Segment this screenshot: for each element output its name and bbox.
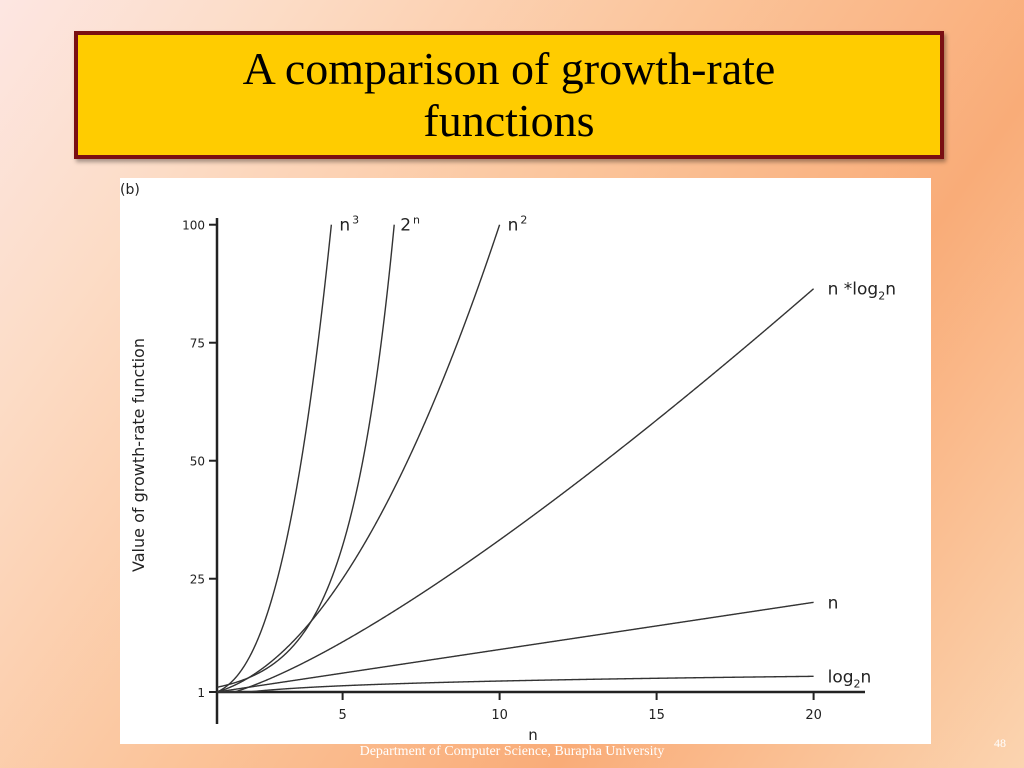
series-label-log2: log2n (828, 667, 872, 690)
y-tick-label: 75 (190, 337, 205, 351)
y-tick-label: 1 (197, 686, 205, 700)
series-lines (216, 224, 815, 693)
series-line-log2 (217, 675, 814, 693)
page-number: 48 (994, 736, 1006, 750)
panel-label: (b) (120, 182, 140, 198)
series-label-linear: n (828, 593, 839, 613)
series-line-cube (216, 224, 333, 693)
series-labels: 2 n n 3 n 2 n *log2n n log2n (339, 214, 896, 691)
series-label-nlogn: n *log2n (828, 280, 896, 303)
growth-rate-chart: (b) Value of growth-rate function n 1 25 5… (120, 182, 896, 744)
title-box: A comparison of growth-rate functions (74, 31, 944, 159)
axis-ticks: 1 25 50 75 100 5 10 15 20 (182, 219, 822, 723)
slide-title: A comparison of growth-rate functions (242, 43, 776, 146)
series-line-square (216, 224, 501, 693)
series-line-nlogn (217, 288, 815, 693)
footer-text: Department of Computer Science, Burapha … (359, 744, 665, 759)
y-tick-label: 100 (182, 219, 205, 233)
x-axis-title: n (528, 726, 538, 744)
series-line-pow2 (216, 224, 395, 688)
series-line-linear (216, 601, 814, 693)
x-tick-label: 10 (491, 708, 508, 723)
chart-panel: (b) Value of growth-rate function n 1 25 5… (120, 178, 931, 744)
x-tick-label: 15 (648, 708, 665, 723)
y-tick-label: 25 (190, 573, 205, 587)
y-axis-title: Value of growth-rate function (129, 338, 148, 572)
x-tick-label: 20 (805, 708, 822, 723)
x-tick-label: 5 (338, 708, 346, 723)
y-tick-label: 50 (190, 455, 205, 469)
